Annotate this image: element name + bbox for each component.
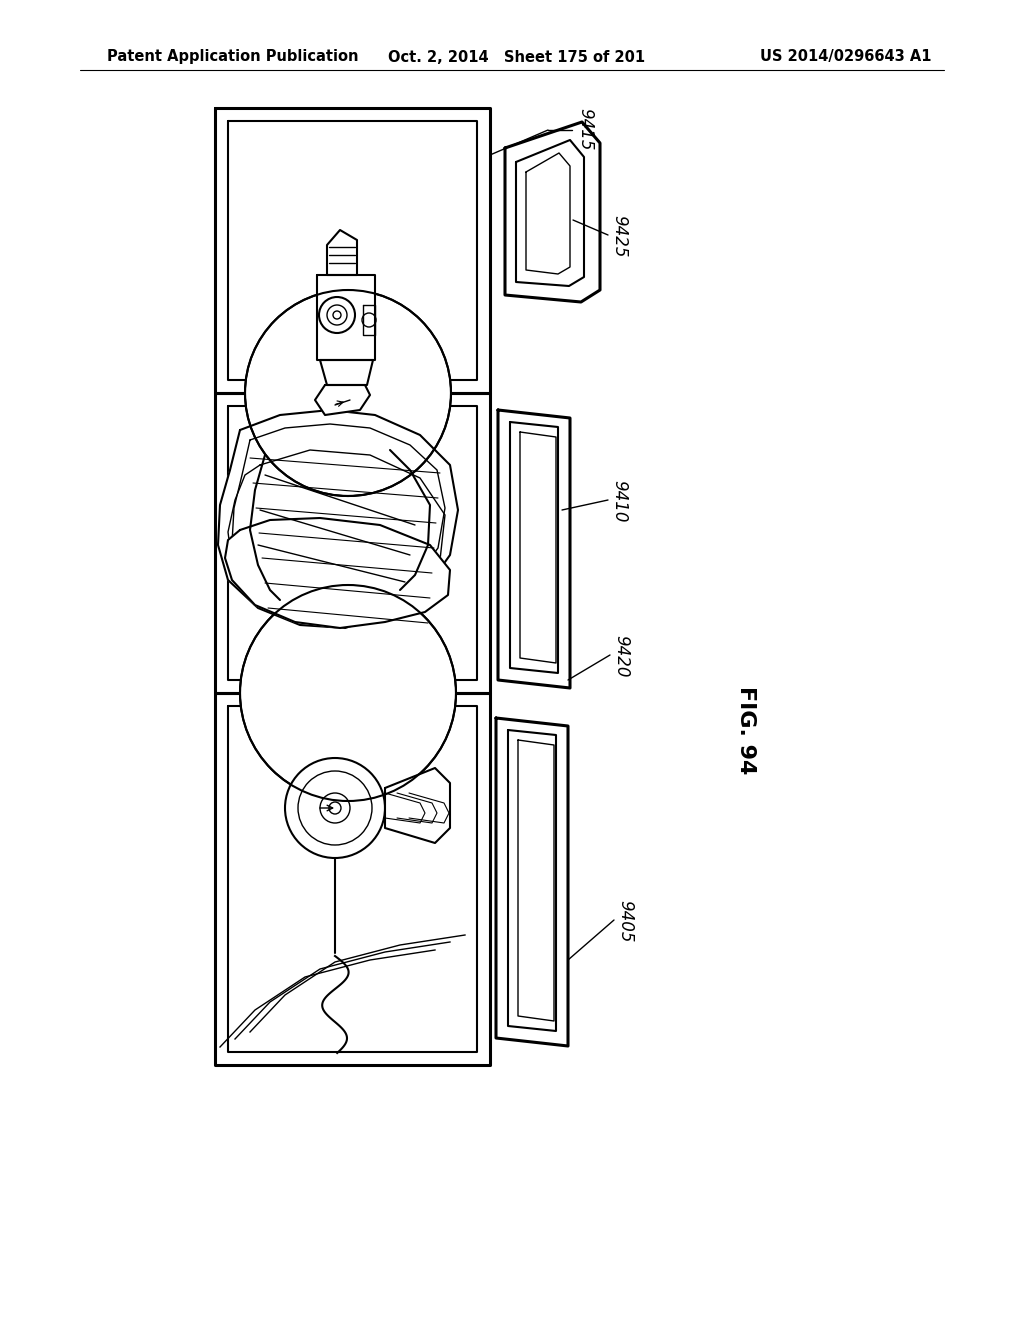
Circle shape bbox=[319, 297, 355, 333]
Text: 9405: 9405 bbox=[616, 900, 634, 942]
Circle shape bbox=[240, 585, 456, 801]
Text: US 2014/0296643 A1: US 2014/0296643 A1 bbox=[760, 49, 932, 65]
Polygon shape bbox=[498, 411, 570, 688]
Polygon shape bbox=[317, 275, 375, 360]
Polygon shape bbox=[215, 393, 490, 693]
Polygon shape bbox=[505, 121, 600, 302]
Text: FIG. 94: FIG. 94 bbox=[736, 686, 756, 775]
Polygon shape bbox=[319, 360, 373, 385]
Polygon shape bbox=[215, 108, 490, 393]
Circle shape bbox=[245, 290, 451, 496]
Polygon shape bbox=[385, 768, 450, 843]
Polygon shape bbox=[218, 411, 458, 628]
Text: Patent Application Publication: Patent Application Publication bbox=[106, 49, 358, 65]
Polygon shape bbox=[327, 230, 357, 275]
Polygon shape bbox=[362, 305, 375, 335]
Polygon shape bbox=[225, 517, 450, 628]
Circle shape bbox=[285, 758, 385, 858]
Text: 9420: 9420 bbox=[612, 635, 630, 677]
Text: 9410: 9410 bbox=[610, 480, 628, 523]
Text: Oct. 2, 2014   Sheet 175 of 201: Oct. 2, 2014 Sheet 175 of 201 bbox=[388, 49, 645, 65]
Polygon shape bbox=[315, 385, 370, 414]
Polygon shape bbox=[215, 693, 490, 1065]
Text: 9415: 9415 bbox=[575, 108, 594, 150]
Text: 9425: 9425 bbox=[610, 215, 628, 257]
Polygon shape bbox=[496, 718, 568, 1045]
